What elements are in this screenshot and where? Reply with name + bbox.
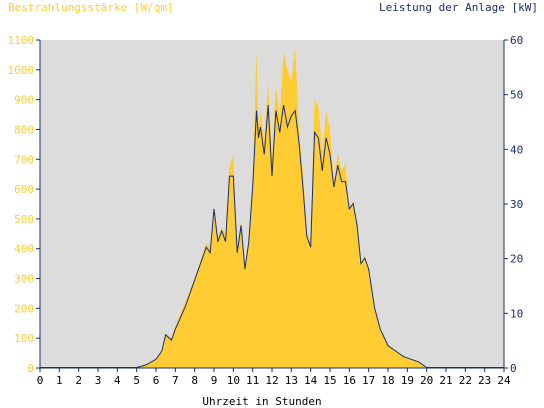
- x-tick-label: 17: [362, 374, 375, 387]
- x-tick-label: 18: [381, 374, 394, 387]
- x-axis-title: Uhrzeit in Stunden: [202, 395, 321, 408]
- x-tick-label: 6: [153, 374, 160, 387]
- right-axis-ticks: 0 10 20 30 40 50 60: [504, 34, 523, 375]
- right-tick-label: 30: [510, 198, 523, 211]
- x-tick-label: 11: [246, 374, 259, 387]
- x-tick-label: 16: [343, 374, 356, 387]
- x-axis-ticks: 0 1 2 3 4 5 6 7 8 9 10 11 12 13 14 15 16 17 18 19 20 21 22 23 24: [37, 368, 511, 387]
- x-tick-label: 4: [114, 374, 121, 387]
- x-tick-label: 7: [172, 374, 179, 387]
- irradiance-area: [40, 45, 504, 369]
- right-tick-label: 50: [510, 89, 523, 102]
- left-tick-label: 300: [14, 273, 34, 286]
- x-tick-label: 10: [227, 374, 240, 387]
- left-tick-label: 600: [14, 183, 34, 196]
- x-tick-label: 1: [56, 374, 63, 387]
- left-tick-label: 800: [14, 123, 34, 136]
- left-tick-label: 900: [14, 94, 34, 107]
- x-tick-label: 23: [478, 374, 491, 387]
- x-tick-label: 3: [95, 374, 102, 387]
- right-tick-label: 20: [510, 253, 523, 266]
- x-tick-label: 14: [304, 374, 318, 387]
- x-tick-label: 5: [133, 374, 140, 387]
- x-tick-label: 2: [75, 374, 82, 387]
- left-tick-label: 100: [14, 332, 34, 345]
- x-tick-label: 12: [265, 374, 278, 387]
- x-tick-label: 15: [323, 374, 336, 387]
- right-axis-title: Leistung der Anlage [kW]: [379, 1, 538, 14]
- power-line: [40, 105, 504, 368]
- left-tick-label: 500: [14, 213, 34, 226]
- right-tick-label: 10: [510, 307, 523, 320]
- x-tick-label: 13: [285, 374, 298, 387]
- left-tick-label: 400: [14, 243, 34, 256]
- x-tick-label: 8: [191, 374, 198, 387]
- left-tick-label: 1000: [8, 64, 35, 77]
- x-tick-label: 22: [459, 374, 472, 387]
- left-tick-label: 200: [14, 302, 34, 315]
- x-tick-label: 19: [401, 374, 414, 387]
- right-tick-label: 60: [510, 34, 523, 47]
- left-axis-title: Bestrahlungsstärke [W/qm]: [8, 1, 174, 14]
- x-tick-label: 20: [420, 374, 433, 387]
- left-tick-label: 0: [27, 362, 34, 375]
- left-tick-label: 1100: [8, 34, 35, 47]
- right-tick-label: 40: [510, 143, 523, 156]
- x-tick-label: 21: [439, 374, 452, 387]
- x-tick-label: 0: [37, 374, 44, 387]
- left-axis-ticks: 0 100 200 300 400 500 600 700 800 900 1000 1100: [8, 34, 40, 375]
- x-tick-label: 24: [497, 374, 511, 387]
- x-tick-label: 9: [211, 374, 218, 387]
- left-tick-label: 700: [14, 153, 34, 166]
- right-tick-label: 0: [510, 362, 517, 375]
